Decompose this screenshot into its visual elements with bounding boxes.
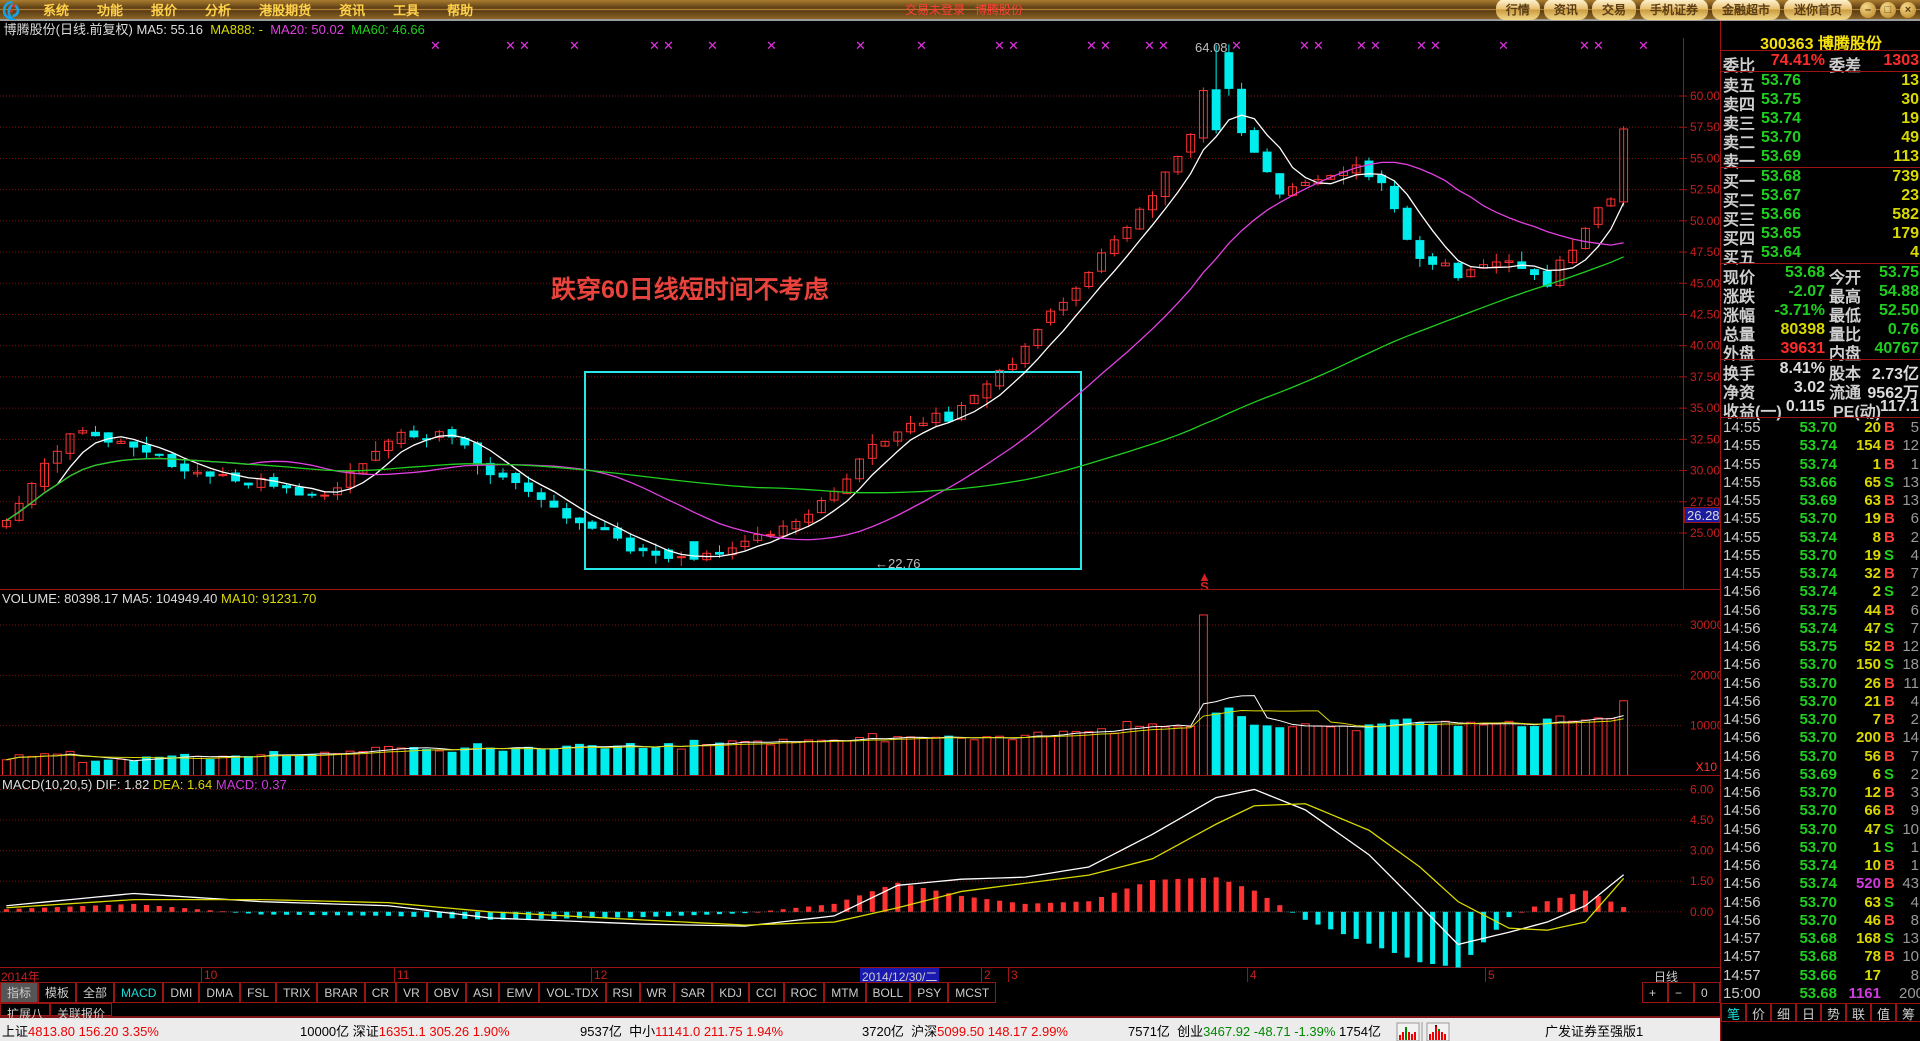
svg-text:35.00: 35.00 [1690, 401, 1720, 415]
svg-text:30.00: 30.00 [1690, 464, 1720, 478]
svg-text:57.50: 57.50 [1690, 120, 1720, 134]
svg-text:6.00: 6.00 [1690, 782, 1714, 796]
svg-text:0.00: 0.00 [1690, 905, 1714, 919]
svg-text:1.50: 1.50 [1690, 874, 1714, 888]
svg-text:10000: 10000 [1690, 719, 1720, 733]
svg-text:45.00: 45.00 [1690, 276, 1720, 290]
svg-text:37.50: 37.50 [1690, 370, 1720, 384]
svg-text:40.00: 40.00 [1690, 339, 1720, 353]
svg-text:4.50: 4.50 [1690, 813, 1714, 827]
svg-text:60.00: 60.00 [1690, 89, 1720, 103]
svg-text:32.50: 32.50 [1690, 432, 1720, 446]
svg-text:20000: 20000 [1690, 668, 1720, 682]
svg-text:3.00: 3.00 [1690, 844, 1714, 858]
svg-text:50.00: 50.00 [1690, 214, 1720, 228]
svg-text:25.00: 25.00 [1690, 526, 1720, 540]
svg-text:42.50: 42.50 [1690, 307, 1720, 321]
svg-text:52.50: 52.50 [1690, 183, 1720, 197]
svg-text:47.50: 47.50 [1690, 245, 1720, 259]
svg-text:30000: 30000 [1690, 618, 1720, 632]
svg-text:55.00: 55.00 [1690, 151, 1720, 165]
